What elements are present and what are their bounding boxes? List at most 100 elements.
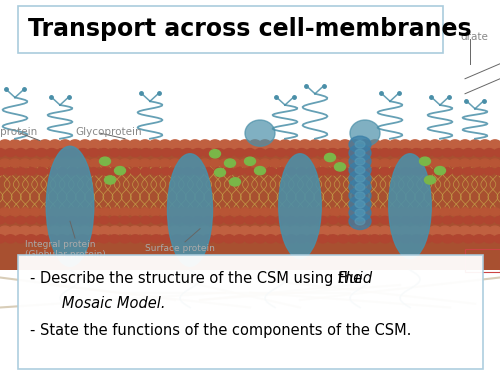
Circle shape: [50, 208, 60, 216]
Circle shape: [98, 235, 110, 243]
Circle shape: [308, 216, 317, 224]
Circle shape: [350, 159, 360, 167]
Circle shape: [276, 148, 286, 157]
Circle shape: [424, 176, 436, 184]
Circle shape: [239, 140, 251, 149]
Circle shape: [0, 216, 5, 224]
Circle shape: [149, 226, 161, 235]
Circle shape: [349, 216, 359, 224]
Circle shape: [499, 226, 500, 235]
Circle shape: [245, 168, 254, 175]
Circle shape: [80, 159, 90, 167]
Circle shape: [300, 208, 310, 216]
Circle shape: [209, 226, 221, 235]
Circle shape: [399, 140, 411, 149]
Ellipse shape: [389, 154, 431, 259]
Circle shape: [210, 208, 220, 216]
Circle shape: [10, 159, 20, 167]
Circle shape: [179, 226, 191, 235]
Text: Fluid: Fluid: [338, 271, 372, 286]
Circle shape: [230, 178, 240, 186]
Circle shape: [119, 140, 131, 149]
Circle shape: [409, 226, 421, 235]
Circle shape: [130, 216, 140, 224]
Circle shape: [36, 168, 46, 175]
Circle shape: [172, 216, 182, 224]
Circle shape: [390, 148, 401, 157]
Circle shape: [494, 235, 500, 243]
Circle shape: [330, 208, 340, 216]
Circle shape: [370, 168, 380, 175]
Circle shape: [309, 226, 321, 235]
Circle shape: [139, 140, 151, 149]
Circle shape: [140, 159, 150, 167]
Circle shape: [29, 226, 41, 235]
Circle shape: [180, 208, 190, 216]
Circle shape: [390, 208, 400, 216]
Circle shape: [420, 208, 430, 216]
Circle shape: [300, 159, 310, 167]
Circle shape: [411, 148, 422, 157]
Circle shape: [230, 208, 240, 216]
Circle shape: [58, 216, 68, 224]
Circle shape: [68, 235, 78, 243]
Circle shape: [229, 140, 241, 149]
Circle shape: [234, 168, 244, 175]
Circle shape: [213, 148, 224, 157]
Circle shape: [276, 168, 286, 175]
Circle shape: [68, 148, 78, 157]
Circle shape: [172, 148, 182, 157]
Circle shape: [47, 168, 57, 175]
Circle shape: [190, 159, 200, 167]
Circle shape: [47, 216, 57, 224]
Circle shape: [260, 208, 270, 216]
Circle shape: [20, 159, 30, 167]
Circle shape: [213, 235, 224, 243]
Circle shape: [360, 216, 369, 224]
Circle shape: [161, 148, 172, 157]
Circle shape: [324, 153, 336, 162]
Circle shape: [98, 148, 110, 157]
Circle shape: [499, 140, 500, 149]
Circle shape: [256, 216, 265, 224]
Circle shape: [339, 140, 351, 149]
Circle shape: [150, 208, 160, 216]
Circle shape: [470, 208, 480, 216]
Circle shape: [36, 235, 47, 243]
Circle shape: [309, 140, 321, 149]
Circle shape: [340, 159, 350, 167]
Circle shape: [59, 140, 71, 149]
Circle shape: [449, 140, 461, 149]
Circle shape: [120, 159, 130, 167]
Circle shape: [139, 226, 151, 235]
Circle shape: [240, 159, 250, 167]
Circle shape: [359, 140, 371, 149]
Circle shape: [286, 168, 296, 175]
Circle shape: [151, 216, 161, 224]
Circle shape: [50, 159, 60, 167]
Circle shape: [49, 140, 61, 149]
Circle shape: [36, 216, 46, 224]
Circle shape: [19, 226, 31, 235]
Circle shape: [318, 168, 328, 175]
Circle shape: [469, 140, 481, 149]
Circle shape: [286, 235, 297, 243]
Circle shape: [459, 140, 471, 149]
Circle shape: [46, 235, 58, 243]
Circle shape: [422, 216, 432, 224]
Circle shape: [390, 235, 401, 243]
Ellipse shape: [46, 146, 94, 266]
Circle shape: [129, 226, 141, 235]
Circle shape: [400, 159, 410, 167]
Circle shape: [244, 148, 255, 157]
Circle shape: [460, 208, 470, 216]
Circle shape: [369, 140, 381, 149]
Circle shape: [259, 226, 271, 235]
Circle shape: [141, 168, 150, 175]
Circle shape: [256, 168, 265, 175]
Circle shape: [296, 148, 307, 157]
Circle shape: [99, 216, 109, 224]
Circle shape: [434, 166, 446, 175]
Circle shape: [401, 216, 411, 224]
Circle shape: [419, 140, 431, 149]
